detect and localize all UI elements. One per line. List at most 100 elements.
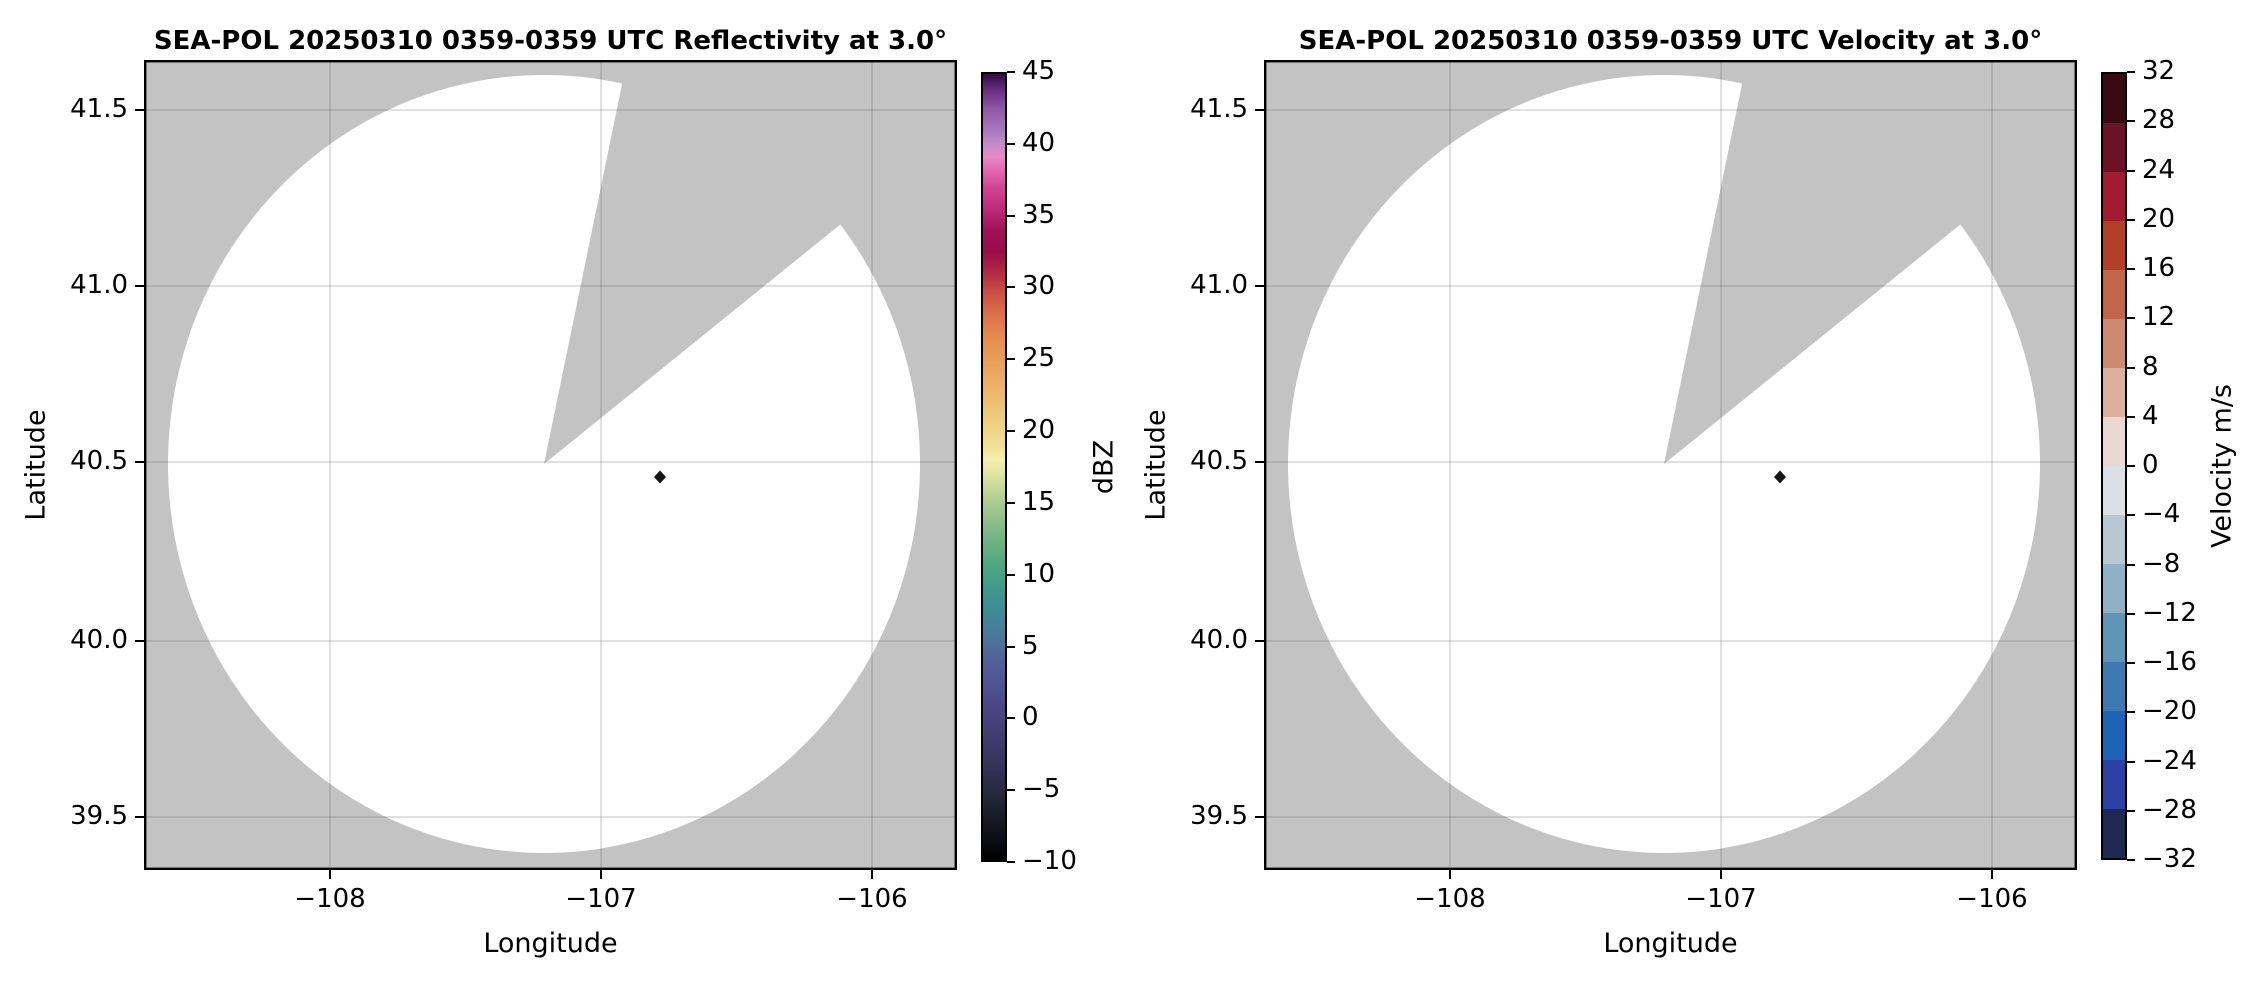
velocity-ppi-plot [1264,60,2077,870]
x-tick-mark [329,870,331,879]
colorbar-tick-mark [2127,268,2135,270]
colorbar-tick-label: 35 [1022,199,1056,230]
x-tick-label: −106 [1956,884,2028,914]
colorbar-tick-label: 45 [1022,56,1056,86]
colorbar-tick-mark [2127,563,2135,566]
colorbar-tick-label: 40 [1022,127,1056,158]
colorbar-tick-mark [1007,71,1015,73]
reflectivity-colorbar [981,72,1007,862]
velocity-colorbar-segment [2103,123,2125,172]
y-tick-label: 40.5 [1190,446,1248,476]
x-tick-label: −108 [294,884,366,914]
colorbar-tick-mark [1007,645,1015,648]
colorbar-tick-mark [1007,789,1015,792]
velocity-colorbar [2101,72,2127,860]
colorbar-tick-mark [1007,430,1015,433]
colorbar-tick-mark [2127,514,2135,517]
x-tick-mark [1449,870,1451,879]
x-tick-mark [1991,870,1993,879]
reflectivity-title: SEA-POL 20250310 0359-0359 UTC Reflectiv… [153,26,948,56]
colorbar-tick-label: 25 [1022,343,1056,374]
colorbar-tick-label: 30 [1022,271,1056,302]
colorbar-tick-mark [2127,169,2135,172]
y-tick-label: 41.0 [1190,270,1248,300]
colorbar-tick-label: −12 [2142,597,2197,628]
velocity-colorbar-segment [2103,172,2125,221]
colorbar-tick-label: 8 [2142,351,2159,382]
colorbar-tick-label: −16 [2142,647,2197,677]
velocity-colorbar-segment [2103,319,2125,368]
colorbar-tick-mark [1007,286,1015,289]
colorbar-tick-mark [2127,218,2135,221]
axes-border [1264,60,2077,870]
x-tick-label: −107 [565,884,637,914]
velocity-colorbar-segment [2103,270,2125,319]
y-tick-label: 39.5 [1190,801,1248,831]
x-tick-mark [600,870,602,879]
colorbar-tick-mark [2127,612,2135,615]
colorbar-tick-mark [1007,142,1015,145]
colorbar-tick-mark [1007,358,1015,361]
reflectivity-ppi-plot [144,60,957,870]
velocity-colorbar-segment [2103,760,2125,809]
colorbar-tick-label: 4 [2142,400,2159,431]
colorbar-tick-label: −28 [2142,794,2197,825]
colorbar-tick-label: −32 [2142,844,2197,874]
colorbar-tick-mark [2127,711,2135,714]
colorbar-tick-label: −20 [2142,696,2197,727]
colorbar-tick-label: −4 [2142,499,2181,530]
grid-lines [1264,60,2077,870]
colorbar-tick-label: −5 [1022,774,1061,805]
y-tick-mark [135,109,144,111]
y-tick-label: 40.0 [70,625,128,655]
colorbar-tick-mark [2127,859,2135,861]
colorbar-tick-label: 32 [2142,56,2176,86]
velocity-colorbar-segment [2103,515,2125,564]
y-tick-label: 40.5 [70,446,128,476]
velocity-colorbar-label: Velocity m/s [2206,384,2238,548]
colorbar-tick-label: 12 [2142,302,2176,333]
y-tick-mark [1255,285,1264,287]
velocity-colorbar-segment [2103,662,2125,711]
y-tick-label: 40.0 [1190,625,1248,655]
y-tick-mark [135,461,144,463]
colorbar-tick-label: 20 [1022,415,1056,446]
colorbar-tick-label: 28 [2142,105,2176,136]
axes-border [144,60,957,870]
echo-point [654,470,666,484]
radar-scan-area [168,74,921,853]
colorbar-tick-mark [1007,573,1015,576]
y-tick-mark [135,816,144,818]
y-tick-mark [1255,816,1264,818]
velocity-title: SEA-POL 20250310 0359-0359 UTC Velocity … [1298,26,2043,56]
colorbar-tick-label: 20 [2142,203,2176,234]
y-tick-mark [135,640,144,642]
velocity-colorbar-segment [2103,221,2125,270]
colorbar-tick-mark [2127,317,2135,320]
y-tick-label: 39.5 [70,801,128,831]
x-tick-label: −108 [1414,884,1486,914]
colorbar-tick-mark [1007,214,1015,217]
colorbar-tick-mark [1007,861,1015,863]
echo-point [1774,470,1786,484]
y-tick-mark [1255,109,1264,111]
velocity-colorbar-segment [2103,417,2125,466]
colorbar-tick-mark [2127,809,2135,812]
colorbar-tick-label: 5 [1022,630,1039,661]
colorbar-tick-mark [2127,465,2135,467]
velocity-colorbar-segment [2103,564,2125,613]
colorbar-tick-label: −8 [2142,548,2181,579]
colorbar-tick-mark [2127,760,2135,763]
colorbar-tick-label: 15 [1022,486,1056,517]
colorbar-tick-mark [1007,501,1015,504]
colorbar-tick-label: 0 [1022,702,1039,733]
velocity-colorbar-segment [2103,466,2125,515]
x-tick-mark [871,870,873,879]
x-axis-label: Longitude [1603,928,1738,959]
colorbar-tick-mark [2127,120,2135,123]
velocity-colorbar-segment [2103,809,2125,858]
reflectivity-colorbar-label: dBZ [1088,439,1120,495]
colorbar-tick-mark [2127,71,2135,73]
x-axis-label: Longitude [483,928,618,959]
